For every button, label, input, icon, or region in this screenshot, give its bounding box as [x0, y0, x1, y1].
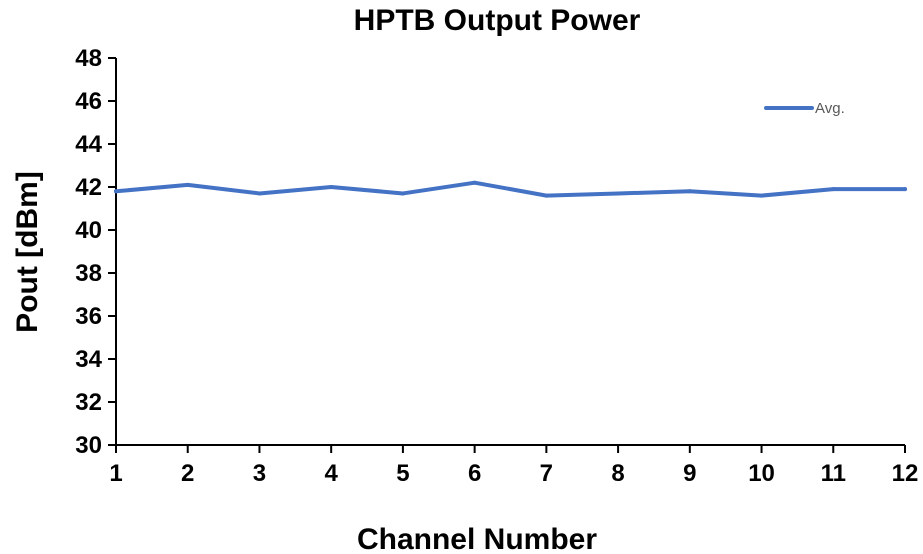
axes [115, 58, 905, 446]
x-tick-label: 7 [540, 460, 553, 487]
y-tick-label: 44 [75, 131, 102, 158]
data-point [544, 193, 549, 198]
x-tick-label: 8 [611, 460, 624, 487]
data-point [616, 191, 621, 196]
data-point [114, 189, 118, 194]
y-tick-label: 40 [75, 217, 102, 244]
y-tick-label: 32 [75, 389, 102, 416]
legend: Avg. [764, 100, 845, 117]
data-point [759, 193, 764, 198]
x-tick-label: 1 [109, 460, 122, 487]
y-axis-label: Pout [dBm] [11, 171, 44, 333]
y-tick-label: 42 [75, 174, 102, 201]
x-axis-label: Channel Number [357, 523, 597, 554]
data-point [185, 182, 190, 187]
series-layer [114, 180, 907, 198]
x-tick-label: 3 [253, 460, 266, 487]
x-tick-label: 5 [396, 460, 409, 487]
data-point [831, 187, 836, 192]
y-tick-label: 34 [75, 346, 102, 373]
data-point [687, 189, 692, 194]
series-line-avg [114, 180, 907, 198]
x-ticks: 1 2 3 4 5 6 7 8 9 10 11 12 [109, 445, 918, 487]
data-point [903, 187, 907, 192]
data-point [257, 191, 262, 196]
x-tick-label: 2 [181, 460, 194, 487]
x-tick-label: 9 [683, 460, 696, 487]
y-tick-label: 30 [75, 432, 102, 459]
x-tick-label: 6 [468, 460, 481, 487]
data-point [329, 185, 334, 189]
y-tick-label: 46 [75, 88, 102, 115]
y-ticks: 30 32 34 36 38 40 42 44 46 48 [75, 45, 116, 459]
legend-label: Avg. [815, 100, 845, 117]
y-tick-label: 36 [75, 303, 102, 330]
y-tick-label: 38 [75, 260, 102, 287]
x-tick-label: 12 [892, 460, 919, 487]
x-tick-label: 10 [748, 460, 775, 487]
x-tick-label: 4 [325, 460, 339, 487]
data-point [472, 180, 477, 185]
chart-title: HPTB Output Power [354, 4, 641, 37]
y-tick-label: 48 [75, 45, 102, 72]
x-tick-label: 11 [821, 460, 846, 487]
data-point [400, 191, 405, 196]
